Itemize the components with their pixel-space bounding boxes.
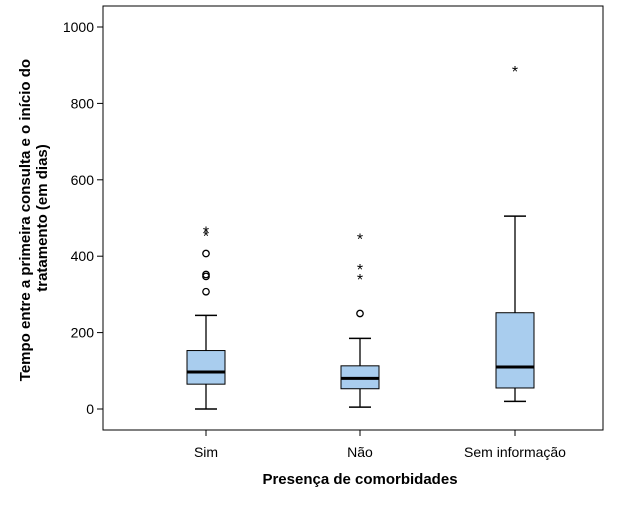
box-group: *** <box>340 231 380 408</box>
y-tick-label: 1000 <box>63 19 94 35</box>
x-tick-label: Sem informação <box>464 444 566 460</box>
x-tick-label: Sim <box>194 444 218 460</box>
box-group: ** <box>186 224 226 410</box>
box <box>186 350 226 385</box>
box-group: * <box>495 64 535 403</box>
extreme-point: * <box>512 64 518 81</box>
y-tick-label: 0 <box>86 401 94 417</box>
outlier-point <box>202 270 210 279</box>
outlier-point <box>356 309 364 318</box>
x-axis: Sim Não Sem informação <box>194 430 566 460</box>
extreme-point: * <box>203 224 209 241</box>
y-axis-title-line-1: Tempo entre a primeira consulta e o iníc… <box>17 59 34 381</box>
x-tick-label: Não <box>347 444 373 460</box>
y-axis-title: Tempo entre a primeira consulta e o iníc… <box>17 55 51 381</box>
y-axis: 0 200 400 600 800 1000 <box>63 19 103 417</box>
y-tick-label: 600 <box>71 172 95 188</box>
x-axis-title: Presença de comorbidades <box>262 471 457 488</box>
y-tick-label: 400 <box>71 248 95 264</box>
extreme-point: * <box>357 231 363 248</box>
outlier-point <box>202 287 210 296</box>
outlier-point <box>202 249 210 258</box>
y-tick-label: 200 <box>71 325 95 341</box>
y-axis-title-line-2: tratamento (em dias) <box>34 144 51 292</box>
box-series: ****** <box>186 64 535 410</box>
extreme-point: * <box>203 228 209 245</box>
y-tick-label: 800 <box>71 95 95 111</box>
box <box>495 312 535 389</box>
extreme-point: * <box>357 272 363 289</box>
extreme-point: * <box>357 262 363 279</box>
